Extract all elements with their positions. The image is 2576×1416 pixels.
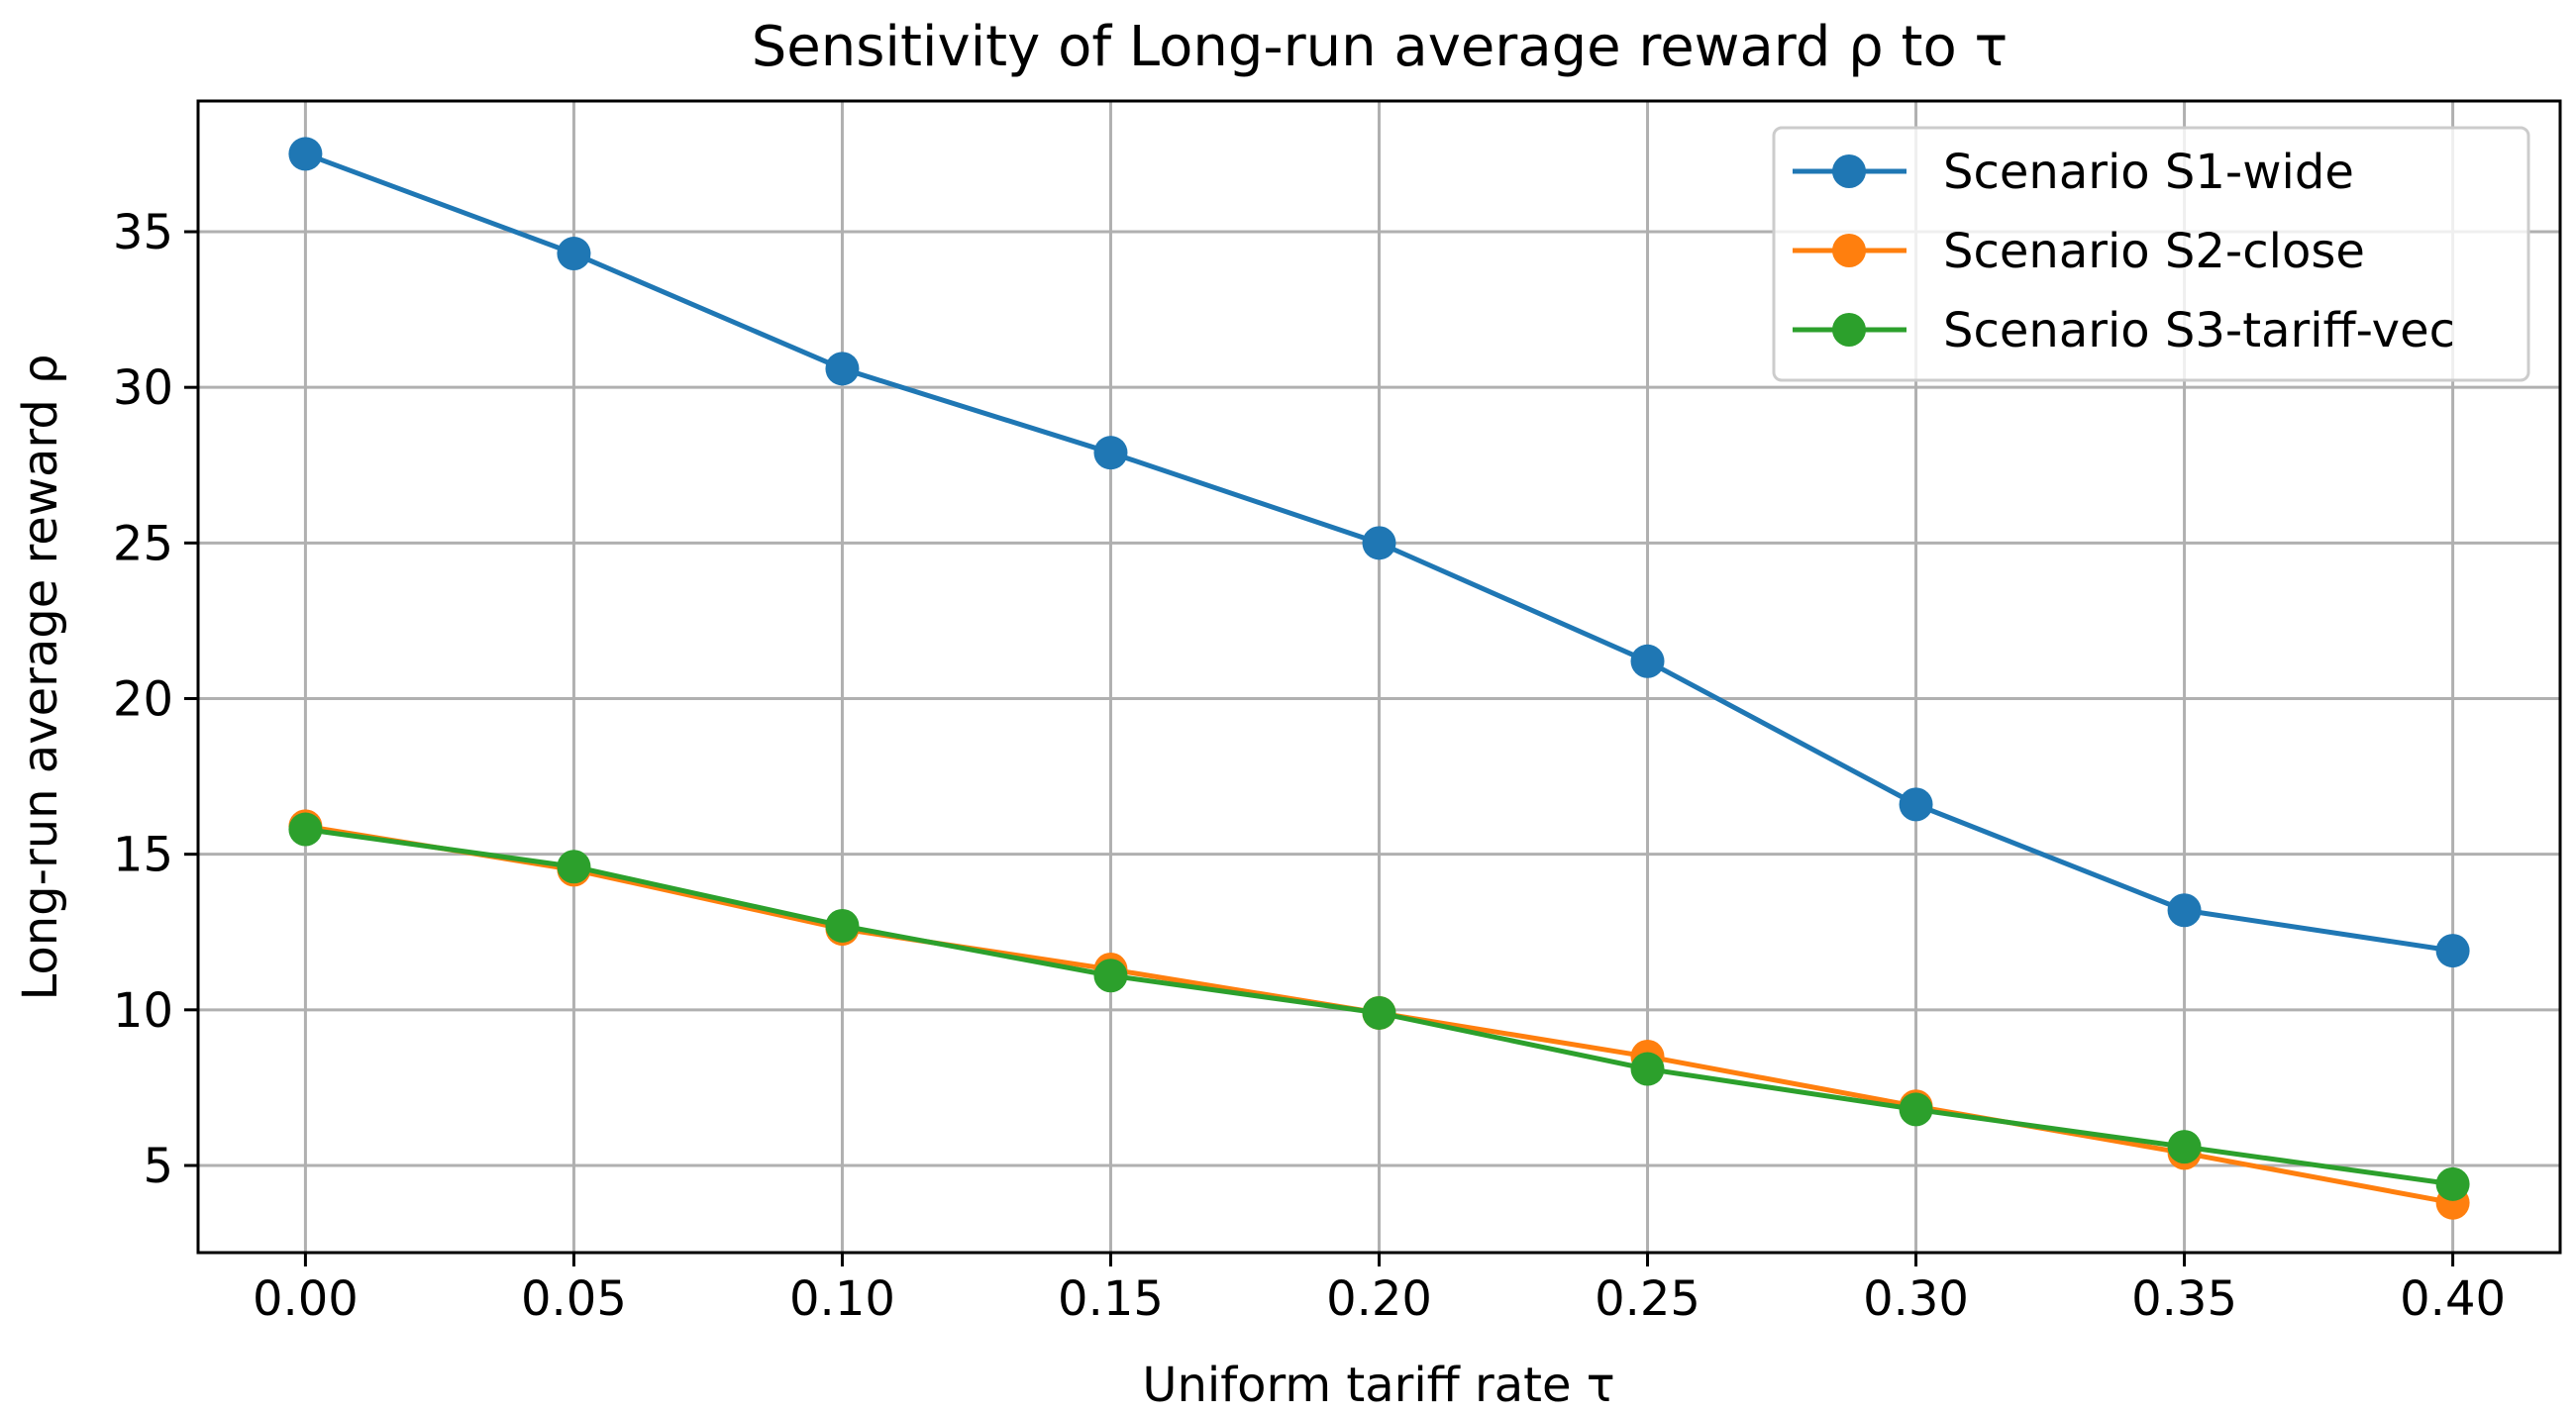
x-tick-label: 0.35 bbox=[2131, 1271, 2237, 1327]
series-layer bbox=[288, 137, 2470, 1220]
data-point bbox=[2435, 934, 2470, 968]
data-point bbox=[1093, 436, 1128, 470]
data-point bbox=[1093, 959, 1128, 993]
data-point bbox=[825, 908, 860, 943]
y-tick-label: 20 bbox=[113, 672, 173, 728]
y-axis-label: Long-run average reward ρ bbox=[13, 354, 68, 1000]
data-point bbox=[825, 352, 860, 386]
legend-label: Scenario S1-wide bbox=[1943, 145, 2354, 200]
x-tick-label: 0.15 bbox=[1058, 1271, 1164, 1327]
y-tick-label: 30 bbox=[113, 360, 173, 416]
legend-label: Scenario S3-tariff-vec bbox=[1943, 303, 2455, 358]
series-3 bbox=[288, 812, 2470, 1201]
data-point bbox=[557, 237, 591, 271]
data-point bbox=[1899, 1092, 1933, 1127]
y-tick-label: 15 bbox=[113, 828, 173, 883]
x-tick-label: 0.20 bbox=[1326, 1271, 1432, 1327]
legend-marker bbox=[1832, 234, 1866, 267]
y-tick-label: 10 bbox=[113, 983, 173, 1039]
data-point bbox=[1899, 787, 1933, 822]
legend: Scenario S1-wide Scenario S2-close Scenari… bbox=[1772, 126, 2530, 382]
data-point bbox=[1630, 1052, 1665, 1086]
x-tick-label: 0.05 bbox=[521, 1271, 627, 1327]
legend-label: Scenario S2-close bbox=[1943, 224, 2365, 279]
chart-title: Sensitivity of Long-run average reward ρ… bbox=[752, 15, 2009, 79]
y-tick-label: 5 bbox=[143, 1139, 173, 1194]
data-point bbox=[288, 812, 323, 847]
x-axis: 0.00 0.05 0.10 0.15 0.20 0.25 0.30 0.35 0.40 bbox=[253, 1253, 2506, 1327]
x-tick-label: 0.40 bbox=[2400, 1271, 2506, 1327]
y-axis: 5 10 15 20 25 30 35 bbox=[113, 205, 198, 1194]
legend-frame bbox=[1772, 126, 2530, 382]
legend-item: Scenario S2-close bbox=[1793, 224, 2365, 279]
data-point bbox=[1362, 526, 1396, 560]
data-point bbox=[2435, 1166, 2470, 1201]
data-point bbox=[1362, 995, 1396, 1030]
x-axis-label: Uniform tariff rate τ bbox=[1142, 1358, 1614, 1413]
x-tick-label: 0.30 bbox=[1863, 1271, 1969, 1327]
series-1 bbox=[288, 137, 2470, 968]
data-point bbox=[1630, 644, 1665, 678]
x-tick-label: 0.10 bbox=[789, 1271, 895, 1327]
legend-item: Scenario S3-tariff-vec bbox=[1793, 303, 2455, 358]
x-tick-label: 0.25 bbox=[1595, 1271, 1700, 1327]
legend-item: Scenario S1-wide bbox=[1793, 145, 2354, 200]
y-tick-label: 25 bbox=[113, 516, 173, 571]
x-tick-label: 0.00 bbox=[253, 1271, 359, 1327]
data-point bbox=[2167, 893, 2202, 928]
legend-marker bbox=[1832, 154, 1866, 188]
data-point bbox=[2167, 1130, 2202, 1164]
data-point bbox=[557, 850, 591, 884]
y-tick-label: 35 bbox=[113, 205, 173, 260]
legend-marker bbox=[1832, 313, 1866, 347]
data-point bbox=[288, 137, 323, 171]
